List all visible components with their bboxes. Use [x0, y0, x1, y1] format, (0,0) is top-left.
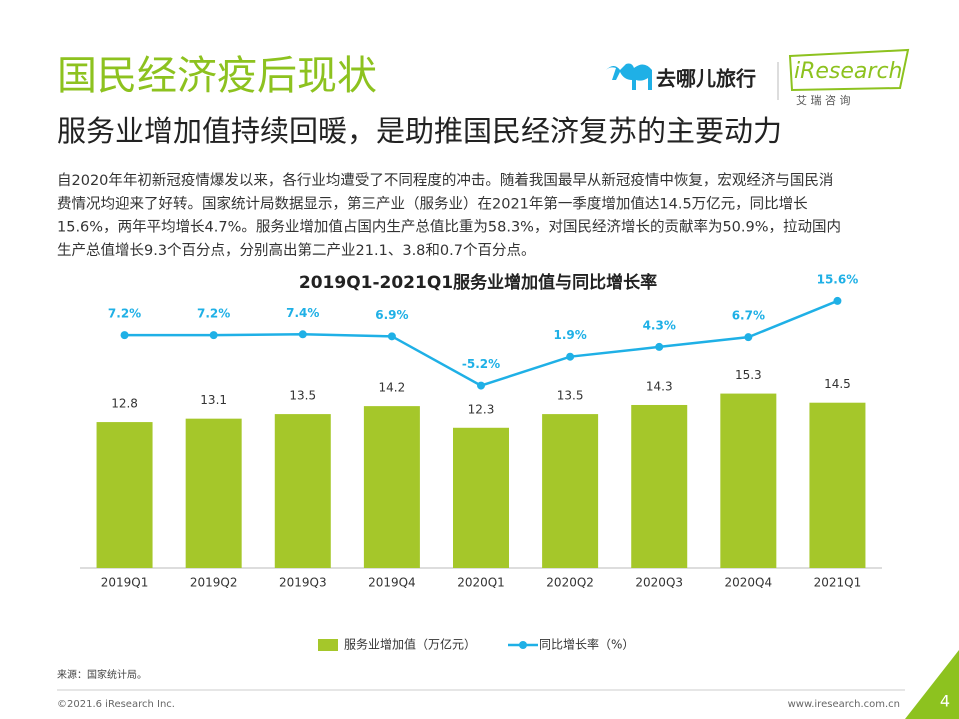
line-value-label: 7.4% [286, 306, 319, 320]
body-line: 自2020年年初新冠疫情爆发以来，各行业均遭受了不同程度的冲击。随着我国最早从新… [57, 171, 833, 189]
line-point [566, 352, 575, 361]
chart-title: 2019Q1-2021Q1服务业增加值与同比增长率 [299, 272, 657, 293]
bar [185, 418, 242, 568]
footer-url: www.iresearch.com.cn [788, 699, 900, 710]
partner-name: 去哪儿旅行 [656, 67, 756, 91]
x-tick-label: 2019Q3 [279, 576, 327, 590]
x-tick-label: 2019Q1 [101, 576, 149, 590]
partner-logo: 去哪儿旅行 [606, 62, 779, 100]
bar-value-label: 14.3 [646, 379, 673, 393]
body-text: 自2020年年初新冠疫情爆发以来，各行业均遭受了不同程度的冲击。随着我国最早从新… [57, 171, 841, 259]
bar-value-label: 13.5 [289, 389, 316, 403]
body-line: 15.6%，两年平均增长4.7%。服务业增加值占国内生产总值比重为58.3%，对… [57, 219, 841, 236]
copyright: ©2021.6 iResearch Inc. [57, 699, 175, 710]
corner-triangle [905, 650, 959, 719]
line-point [298, 330, 307, 339]
bar [453, 427, 509, 568]
slide-title: 国民经济疫后现状 [57, 53, 377, 99]
line-point [655, 342, 664, 351]
x-tick-label: 2019Q2 [190, 576, 238, 590]
line-point [120, 331, 129, 340]
bar [96, 422, 153, 568]
line-value-label: 15.6% [817, 272, 859, 286]
line-value-label: 6.7% [732, 309, 765, 323]
camel-icon [606, 63, 652, 90]
slide-subtitle: 服务业增加值持续回暖，是助推国民经济复苏的主要动力 [57, 114, 782, 148]
brand-name: iResearch [794, 59, 903, 84]
line-value-label: 7.2% [108, 307, 141, 321]
line-value-label: -5.2% [462, 357, 500, 371]
legend-swatch [318, 639, 338, 651]
line-point [744, 333, 753, 342]
line-point [387, 332, 396, 341]
x-tick-label: 2020Q4 [725, 576, 773, 590]
line-value-label: 7.2% [197, 307, 230, 321]
bar [542, 414, 599, 568]
line-value-label: 4.3% [643, 318, 676, 332]
bar [809, 402, 866, 568]
line-point [833, 296, 842, 305]
x-tick-label: 2020Q3 [635, 576, 683, 590]
line-point [477, 381, 485, 390]
bar-value-label: 13.1 [200, 393, 227, 407]
line-value-label: 6.9% [375, 308, 408, 322]
bar-value-label: 14.5 [824, 377, 851, 391]
bar [274, 414, 331, 568]
bar [720, 393, 777, 568]
bar-value-label: 15.3 [735, 368, 762, 382]
brand-frame [788, 48, 910, 92]
body-line: 生产总值增长9.3个百分点，分别高出第二产业21.1、3.8和0.7个百分点。 [57, 241, 535, 259]
x-tick-label: 2020Q1 [457, 576, 505, 590]
bar-value-label: 14.2 [379, 381, 406, 395]
legend-label: 同比增长率（%） [539, 637, 634, 652]
x-tick-label: 2021Q1 [814, 576, 862, 590]
brand-cn: 艾 瑞 咨 询 [796, 93, 851, 107]
page-number: 4 [940, 692, 950, 711]
growth-line [124, 299, 838, 387]
bar-value-label: 13.5 [557, 389, 584, 403]
bar-value-label: 12.3 [468, 402, 495, 416]
source-note: 来源：国家统计局。 [57, 668, 147, 681]
bar [631, 404, 688, 568]
line-value-label: 1.9% [553, 328, 586, 342]
brand-logo: iResearch 艾 瑞 咨 询 [788, 48, 910, 107]
bar [363, 406, 420, 568]
chart: 2019Q1 2019Q2 2019Q3 2019Q4 2020Q1 2020Q2 2020… [80, 272, 882, 652]
x-tick-label: 2019Q4 [368, 576, 416, 590]
bar-value-label: 12.8 [111, 397, 138, 411]
body-line: 费情况均迎来了好转。国家统计局数据显示，第三产业（服务业）在2021年第一季度增… [57, 194, 808, 212]
legend-marker [519, 641, 527, 649]
x-tick-label: 2020Q2 [546, 576, 594, 590]
legend-label: 服务业增加值（万亿元） [344, 637, 476, 652]
line-point [209, 331, 218, 340]
